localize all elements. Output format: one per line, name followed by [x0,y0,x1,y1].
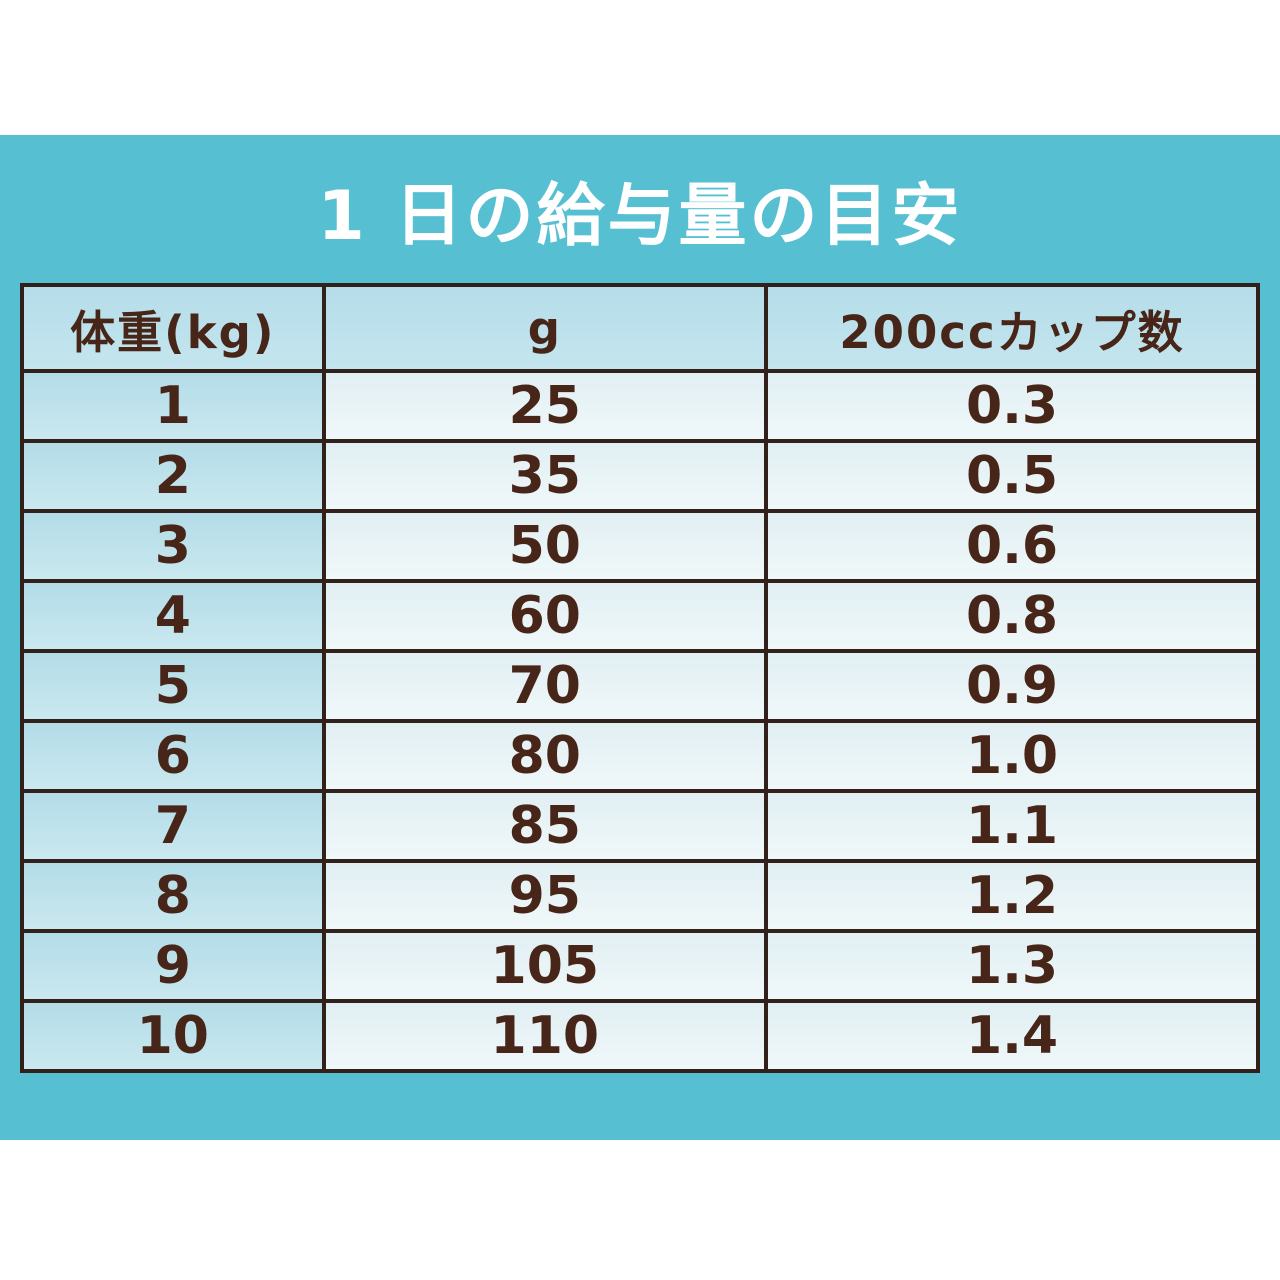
table-row: 5 70 0.9 [20,649,1260,723]
grams-cell: 105 [321,929,769,1003]
header-cups: 200ccカップ数 [764,283,1260,373]
cups-cell: 0.5 [764,439,1260,513]
weight-cell: 4 [20,579,326,653]
table-row: 6 80 1.0 [20,719,1260,793]
cups-cell: 0.3 [764,369,1260,443]
cups-cell: 1.0 [764,719,1260,793]
grams-cell: 85 [321,789,769,863]
table-row: 4 60 0.8 [20,579,1260,653]
table-row: 1 25 0.3 [20,369,1260,443]
table-row: 2 35 0.5 [20,439,1260,513]
feeding-table: 体重(kg) g 200ccカップ数 1 25 0.3 2 35 0.5 3 [20,283,1260,1073]
weight-cell: 8 [20,859,326,933]
weight-cell: 7 [20,789,326,863]
table-row: 10 110 1.4 [20,999,1260,1073]
panel-title: 1 日の給与量の目安 [317,176,963,256]
weight-cell: 1 [20,369,326,443]
grams-cell: 60 [321,579,769,653]
cups-cell: 0.8 [764,579,1260,653]
weight-cell: 9 [20,929,326,1003]
grams-cell: 50 [321,509,769,583]
header-weight: 体重(kg) [20,283,326,373]
table-row: 9 105 1.3 [20,929,1260,1003]
grams-cell: 25 [321,369,769,443]
cups-cell: 1.4 [764,999,1260,1073]
table-row: 3 50 0.6 [20,509,1260,583]
feeding-guide-panel: 1 日の給与量の目安 体重(kg) g 200ccカップ数 1 25 0.3 [0,135,1280,1140]
cups-cell: 1.2 [764,859,1260,933]
grams-cell: 80 [321,719,769,793]
weight-cell: 3 [20,509,326,583]
header-row: 体重(kg) g 200ccカップ数 [20,283,1260,373]
cups-cell: 1.1 [764,789,1260,863]
weight-cell: 5 [20,649,326,723]
weight-cell: 6 [20,719,326,793]
cups-cell: 1.3 [764,929,1260,1003]
header-grams: g [321,283,769,373]
grams-cell: 95 [321,859,769,933]
grams-cell: 70 [321,649,769,723]
cups-cell: 0.9 [764,649,1260,723]
weight-cell: 2 [20,439,326,513]
cups-cell: 0.6 [764,509,1260,583]
grams-cell: 35 [321,439,769,513]
table-row: 8 95 1.2 [20,859,1260,933]
grams-cell: 110 [321,999,769,1073]
weight-cell: 10 [20,999,326,1073]
table-row: 7 85 1.1 [20,789,1260,863]
